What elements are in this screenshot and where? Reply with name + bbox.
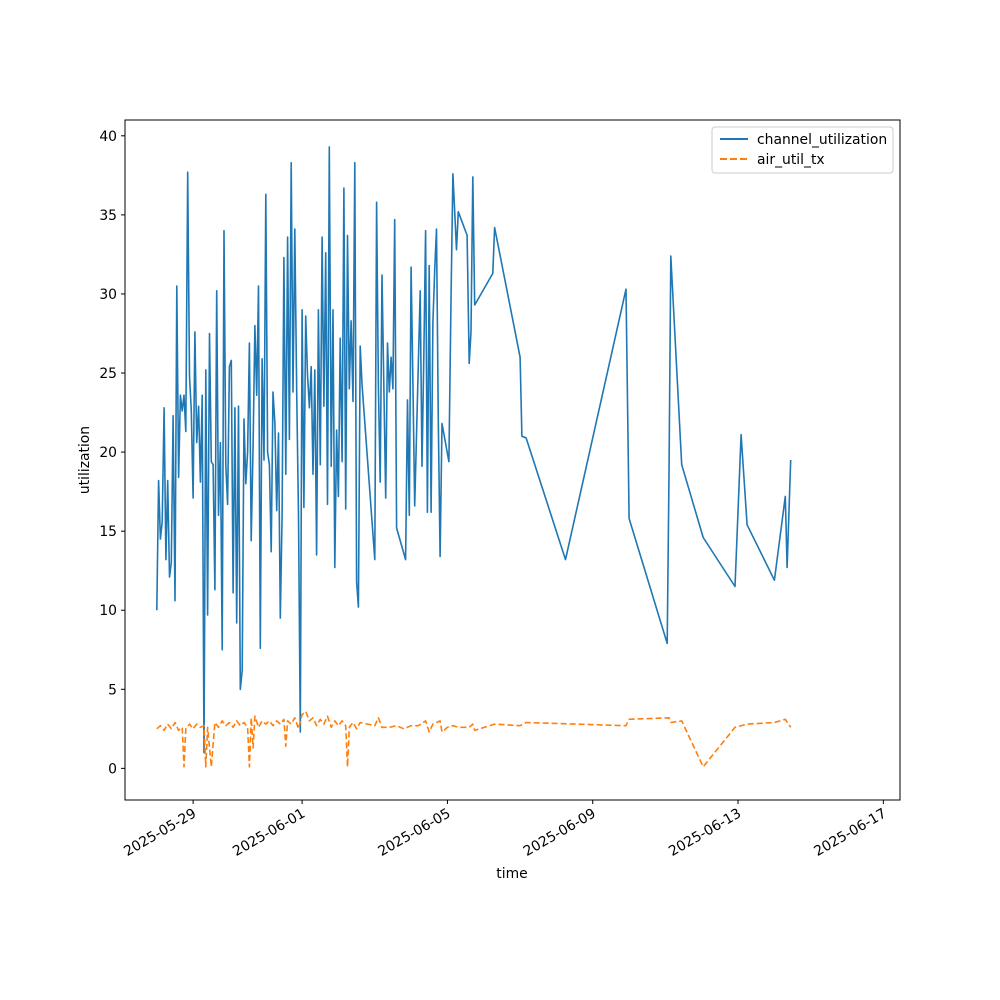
y-tick-label: 30: [99, 287, 117, 303]
x-axis-label: time: [496, 866, 527, 882]
y-tick-label: 25: [99, 366, 117, 382]
y-axis-label: utilization: [77, 426, 93, 494]
y-tick-label: 35: [99, 208, 117, 224]
y-tick-label: 15: [99, 524, 117, 540]
plot-lines: [156, 146, 792, 768]
series-line-air-util-tx: [156, 710, 792, 768]
y-tick-label: 20: [99, 445, 117, 461]
y-tick-label: 0: [108, 761, 117, 777]
y-tick-label: 10: [99, 603, 117, 619]
legend: channel_utilization air_util_tx: [711, 126, 894, 174]
series-line-channel-utilization: [156, 146, 792, 754]
legend-label-channel-utilization: channel_utilization: [757, 132, 887, 148]
plot-frame: [124, 119, 901, 801]
y-tick-label: 5: [108, 682, 117, 698]
y-axis: 0 5 10 15 20 25 30 35 40: [99, 129, 125, 777]
y-tick-label: 40: [99, 129, 117, 145]
legend-box: [711, 126, 894, 174]
legend-label-air-util-tx: air_util_tx: [757, 152, 825, 168]
